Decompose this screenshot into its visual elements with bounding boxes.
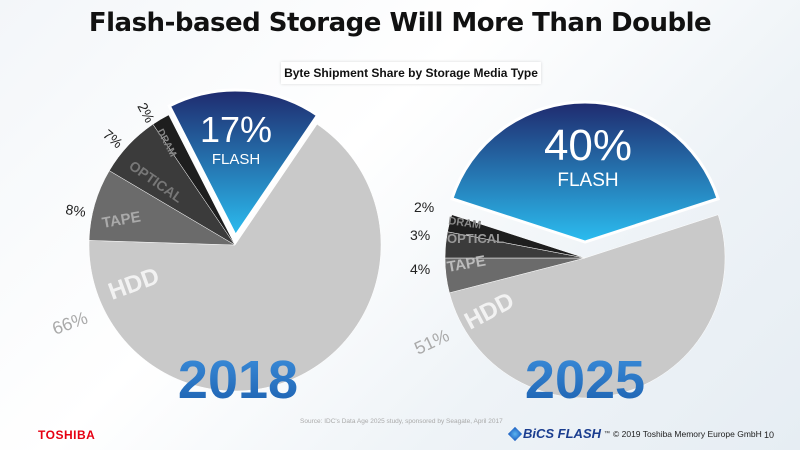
label-tape-pct-2018: 8% <box>65 201 87 220</box>
label-flash-pct-2018: 17% <box>200 109 272 150</box>
label-hdd-pct-2018: 66% <box>50 308 91 339</box>
label-tape-2025: TAPE <box>446 252 487 275</box>
footer-brand: BiCS FLASH ™ © 2019 Toshiba Memory Europ… <box>507 426 762 441</box>
slide-title: Flash-based Storage Will More Than Doubl… <box>88 8 712 38</box>
bics-flash-icon <box>507 426 523 441</box>
label-dram-pct-2018: 2% <box>134 100 158 125</box>
slice-hdd-2025 <box>449 214 726 399</box>
year-2025: 2025 <box>525 350 645 410</box>
pie-2018 <box>88 88 382 392</box>
label-tape-pct-2025: 4% <box>410 261 430 277</box>
source-note: Source: IDC's Data Age 2025 study, spons… <box>300 418 503 425</box>
slice-dram-2018 <box>152 114 236 246</box>
page-number: 10 <box>764 430 775 440</box>
bics-flash-brand: BiCS FLASH <box>523 426 601 441</box>
label-optical-2025: OPTICAL <box>447 231 504 246</box>
slice-dram-2025 <box>447 214 586 259</box>
label-hdd-pct-2025: 51% <box>411 325 452 358</box>
slice-flash-2018 <box>167 88 320 239</box>
label-tape-2018: TAPE <box>101 208 142 231</box>
pie-2025 <box>444 100 726 399</box>
slice-hdd-2018 <box>88 123 382 392</box>
year-2018: 2018 <box>178 350 298 410</box>
label-optical-pct-2025: 3% <box>410 227 430 243</box>
trademark: ™ <box>604 430 610 437</box>
slice-flash-2025 <box>449 100 721 244</box>
toshiba-logo: TOSHIBA <box>38 428 96 442</box>
label-optical-pct-2018: 7% <box>100 126 126 151</box>
chart-subtitle: Byte Shipment Share by Storage Media Typ… <box>281 62 541 84</box>
label-dram-pct-2025: 2% <box>414 199 434 215</box>
label-dram-2025: DRAM <box>448 215 482 231</box>
label-flash-pct-2025: 40% <box>544 121 632 170</box>
label-flash-2025: FLASH <box>557 170 618 191</box>
label-flash-2018: FLASH <box>212 151 260 168</box>
copyright: © 2019 Toshiba Memory Europe GmbH <box>613 428 762 439</box>
